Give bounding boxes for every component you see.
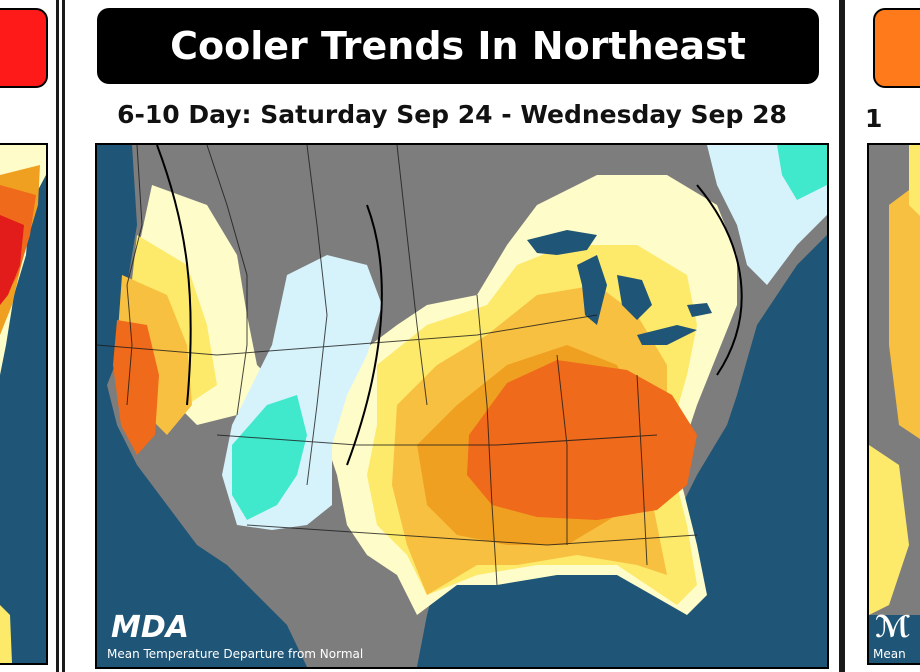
svg-text:ℳ: ℳ <box>875 610 911 645</box>
mda-logo: MDA <box>111 610 189 645</box>
temperature-departure-map: MDA Mean Temperature Departure from Norm… <box>95 143 829 669</box>
right-date-range-fragment: 1 <box>865 104 883 133</box>
right-map: ℳ Mean <box>867 143 920 665</box>
great-lakes <box>527 230 712 345</box>
center-forecast-panel: Cooler Trends In Northeast 6-10 Day: Sat… <box>62 0 842 672</box>
forecast-date-range: 6-10 Day: Saturday Sep 24 - Wednesday Se… <box>117 100 787 129</box>
right-forecast-panel: 1 ℳ Mean <box>842 0 920 672</box>
forecast-title: Cooler Trends In Northeast <box>97 8 819 84</box>
right-caption-fragment: Mean <box>873 647 906 661</box>
map-caption: Mean Temperature Departure from Normal <box>107 647 363 661</box>
teal-anomaly <box>232 395 307 520</box>
left-title-banner <box>0 8 48 88</box>
right-title-banner <box>873 8 920 88</box>
left-forecast-panel <box>0 0 59 672</box>
left-map <box>0 143 48 665</box>
